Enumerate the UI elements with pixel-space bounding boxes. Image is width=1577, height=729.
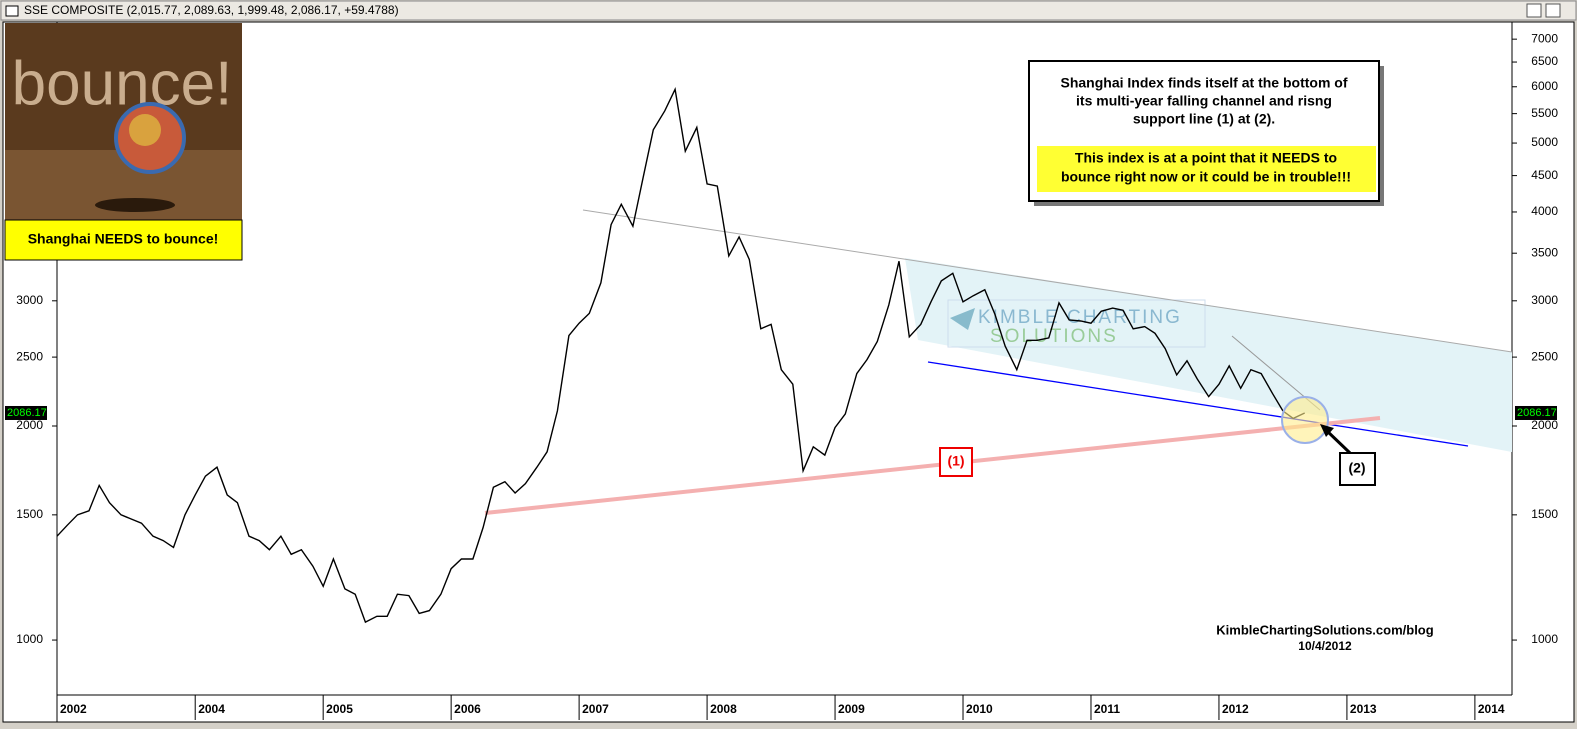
x-tick-label: 2009 xyxy=(838,702,865,716)
x-tick-label: 2013 xyxy=(1350,702,1377,716)
y-tick-label: 5000 xyxy=(1531,135,1558,149)
label-2: (2) xyxy=(1348,460,1365,476)
y-tick-label: 1000 xyxy=(1531,632,1558,646)
x-tick-label: 2014 xyxy=(1478,702,1505,716)
watermark-box xyxy=(947,299,1206,348)
y-tick-label: 2000 xyxy=(1531,418,1558,432)
watermark: KIMBLE CHARTING xyxy=(978,307,1182,328)
restore-button[interactable] xyxy=(1526,3,1542,18)
annotation-layer: (2) (1) Shanghai Index finds itself at t… xyxy=(4,23,1434,653)
y-tick-label: 3000 xyxy=(16,293,43,307)
x-tick-label: 2005 xyxy=(326,702,353,716)
caption-box xyxy=(4,219,243,261)
watermark: SOLUTIONS xyxy=(990,326,1118,347)
header-title: SSE COMPOSITE (2,015.77, 2,089.63, 1,999… xyxy=(24,3,399,17)
y-tick-label: 2000 xyxy=(16,418,43,432)
note-line: support line (1) at (2). xyxy=(1133,111,1275,127)
title-bar xyxy=(0,0,1577,21)
y-tick-label: 2500 xyxy=(16,349,43,363)
image-text: bounce! xyxy=(12,49,233,118)
channel-shade xyxy=(905,258,1512,452)
note-line: bounce right now or it could be in troub… xyxy=(1061,169,1351,185)
source: KimbleChartingSolutions.com/blog xyxy=(1216,622,1433,637)
window-icon xyxy=(5,5,19,17)
arrow-head xyxy=(1320,424,1334,437)
x-tick-label: 2010 xyxy=(966,702,993,716)
note-highlight xyxy=(1037,146,1376,192)
lower-channel-line xyxy=(927,361,1469,447)
y-tick-label: 1500 xyxy=(16,507,43,521)
y-tick-label: 7000 xyxy=(1531,31,1558,45)
price-layer xyxy=(56,86,1305,624)
image-caption: Shanghai NEEDS to bounce! xyxy=(28,231,219,247)
y-tick-label: 5500 xyxy=(1531,106,1558,120)
last-price-box xyxy=(1515,405,1557,420)
x-tick-label: 2008 xyxy=(710,702,737,716)
last-price-box xyxy=(5,405,47,420)
close-button[interactable] xyxy=(1545,3,1561,18)
x-tick-label: 2006 xyxy=(454,702,481,716)
price-line xyxy=(56,86,1305,624)
support-line xyxy=(484,416,1381,515)
x-tick-label: 2004 xyxy=(198,702,225,716)
rubber-ball-detail xyxy=(129,114,161,146)
watermark-logo xyxy=(950,308,975,330)
y-tick-label: 1000 xyxy=(16,632,43,646)
x-tick-label: 2012 xyxy=(1222,702,1249,716)
last-price-label: 2086.17 xyxy=(1517,407,1557,419)
y-tick-label: 6000 xyxy=(1531,79,1558,93)
upper-channel-line xyxy=(582,209,1513,353)
x-tick-label: 2002 xyxy=(60,702,87,716)
note-line: This index is at a point that it NEEDS t… xyxy=(1075,150,1337,166)
image-shadow xyxy=(95,198,175,212)
y-tick-label: 1500 xyxy=(1531,507,1558,521)
arrow xyxy=(1324,428,1352,455)
note-line: its multi-year falling channel and risng xyxy=(1076,93,1332,109)
y-tick-label: 4000 xyxy=(1531,204,1558,218)
label-box xyxy=(1339,452,1376,486)
last-price-label: 2086.17 xyxy=(7,407,47,419)
y-tick-label: 3500 xyxy=(1531,245,1558,259)
y-tick-label: 2500 xyxy=(1531,349,1558,363)
y-tick-label: 3000 xyxy=(1531,293,1558,307)
x-tick-label: 2011 xyxy=(1094,702,1120,716)
date: 10/4/2012 xyxy=(1298,639,1352,653)
x-tick-label: 2007 xyxy=(582,702,609,716)
label-1: (1) xyxy=(947,453,964,469)
note-line: Shanghai Index finds itself at the botto… xyxy=(1060,75,1347,91)
y-tick-label: 6500 xyxy=(1531,54,1558,68)
highlight-circle xyxy=(1281,396,1329,444)
y-tick-label: 4500 xyxy=(1531,168,1558,182)
label-box xyxy=(939,447,973,477)
